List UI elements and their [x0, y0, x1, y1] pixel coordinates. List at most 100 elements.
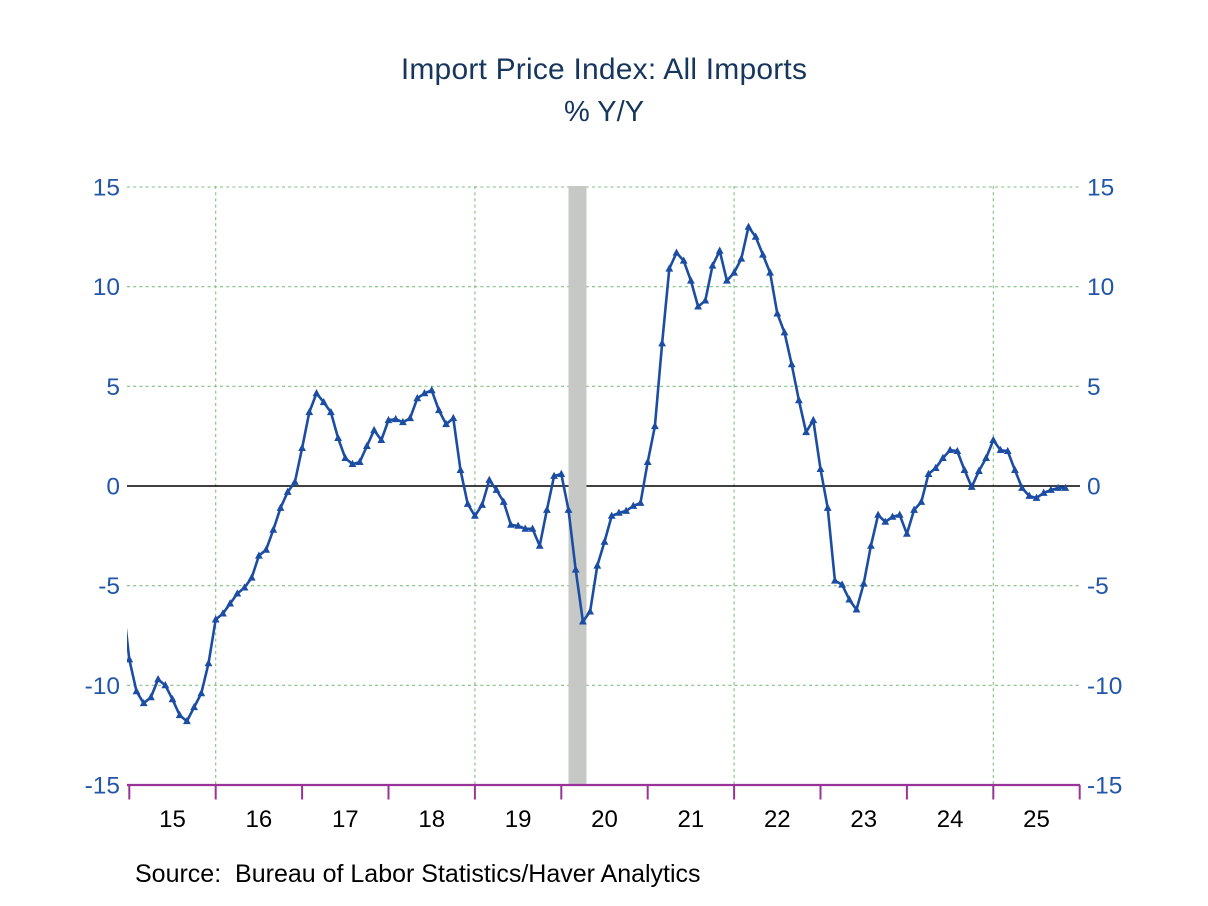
data-point-marker: [449, 413, 458, 422]
data-point-marker: [859, 579, 868, 587]
data-point-marker: [1003, 446, 1012, 455]
data-point-marker: [701, 296, 710, 304]
data-point-marker: [456, 465, 465, 473]
data-point-marker: [291, 477, 299, 485]
y-axis-label-right: 5: [1087, 374, 1101, 401]
data-point-marker: [910, 505, 918, 513]
data-point-marker: [283, 487, 292, 495]
data-point-marker: [816, 464, 825, 472]
data-point-marker: [420, 389, 429, 397]
x-axis-label: 21: [678, 806, 705, 833]
data-point-marker: [874, 510, 882, 518]
data-point-marker: [327, 407, 335, 416]
data-point-marker: [622, 506, 630, 514]
data-point-marker: [557, 469, 566, 477]
data-point-marker: [867, 541, 875, 549]
data-point-marker: [687, 276, 695, 284]
data-point-marker: [377, 435, 386, 444]
chart-subtitle: % Y/Y: [563, 96, 645, 128]
data-point-marker: [384, 415, 393, 424]
data-point-marker: [759, 250, 767, 258]
x-axis-label: 23: [850, 806, 877, 833]
data-point-marker: [967, 482, 976, 490]
data-point-marker: [370, 425, 378, 434]
data-point-marker: [175, 710, 184, 719]
y-axis-label-left: -10: [85, 673, 120, 700]
x-axis-label: 24: [937, 806, 964, 833]
data-point-marker: [975, 466, 983, 474]
data-point-marker: [780, 328, 789, 336]
data-point-marker: [802, 427, 810, 436]
data-point-marker: [363, 441, 371, 450]
data-point-marker: [132, 687, 141, 695]
data-point-marker: [413, 393, 422, 402]
data-point-marker: [672, 248, 681, 256]
data-point-marker: [478, 500, 486, 508]
data-point-marker: [615, 508, 623, 516]
x-axis-label: 17: [332, 806, 359, 833]
series-group: [127, 222, 1070, 725]
data-point-marker: [708, 261, 717, 269]
data-point-marker: [636, 498, 645, 506]
data-point-marker: [852, 605, 861, 613]
data-point-marker: [838, 580, 846, 588]
data-point-marker: [730, 268, 738, 276]
data-point-marker: [1039, 488, 1048, 496]
data-point-marker: [1025, 491, 1034, 499]
data-point-marker: [1061, 483, 1070, 491]
data-point-marker: [960, 465, 969, 473]
data-point-marker: [809, 415, 818, 424]
data-point-marker: [996, 445, 1005, 454]
data-point-marker: [154, 675, 162, 683]
y-axis-label-right: 0: [1087, 474, 1101, 501]
data-point-marker: [399, 417, 407, 426]
data-point-marker: [715, 246, 724, 254]
data-point-marker: [607, 511, 616, 519]
data-point-marker: [766, 268, 774, 276]
data-point-marker: [1054, 483, 1062, 491]
y-axis-label-right: 10: [1087, 274, 1114, 301]
y-axis-label-left: -5: [98, 573, 120, 600]
data-line: [127, 225, 1067, 723]
data-point-marker: [593, 561, 602, 569]
data-point-marker: [751, 232, 760, 240]
data-point-marker: [492, 485, 501, 493]
data-point-marker: [183, 716, 191, 725]
data-point-marker: [334, 433, 342, 442]
data-point-marker: [586, 607, 594, 615]
data-point-marker: [262, 545, 270, 553]
data-point-marker: [773, 309, 782, 317]
data-point-marker: [211, 615, 220, 623]
data-point-marker: [319, 397, 328, 406]
data-point-marker: [881, 517, 890, 525]
data-point-marker: [629, 501, 638, 509]
data-point-marker: [528, 524, 537, 532]
data-point-marker: [1047, 485, 1055, 493]
data-point-marker: [168, 694, 177, 703]
x-axis-label: 18: [418, 806, 445, 833]
y-axis-label-right: -5: [1087, 573, 1109, 600]
data-point-marker: [600, 537, 609, 545]
y-axis-label-right: -10: [1087, 673, 1122, 700]
chart-title: Import Price Index: All Imports: [400, 53, 808, 86]
data-point-marker: [579, 617, 587, 625]
data-point-marker: [240, 583, 249, 591]
data-point-marker: [485, 475, 494, 483]
y-axis-label-left: 15: [93, 175, 120, 202]
data-point-marker: [514, 521, 522, 529]
data-point-marker: [845, 595, 854, 603]
x-axis-label: 16: [246, 806, 273, 833]
y-axis-label-left: 10: [93, 274, 120, 301]
data-point-marker: [1018, 483, 1026, 491]
data-point-marker: [312, 389, 321, 397]
data-point-marker: [550, 471, 558, 479]
data-point-marker: [190, 702, 198, 711]
data-point-marker: [903, 529, 911, 537]
data-point-marker: [982, 453, 990, 461]
data-point-marker: [831, 576, 839, 584]
data-point-marker: [197, 689, 206, 697]
data-point-marker: [247, 573, 256, 581]
data-point-marker: [723, 276, 731, 284]
data-point-marker: [665, 264, 674, 272]
